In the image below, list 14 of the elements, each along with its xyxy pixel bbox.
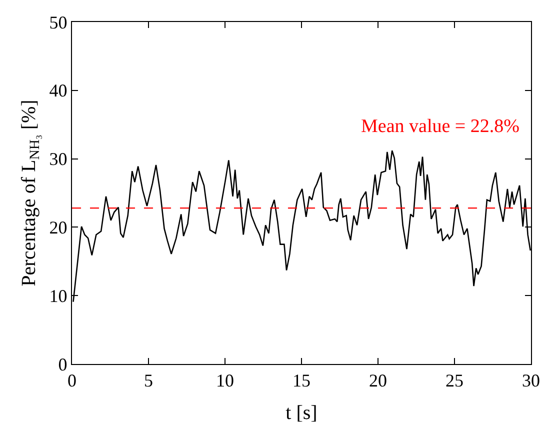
- x-tick-label: 25: [446, 370, 464, 391]
- y-tick-label: 50: [49, 12, 68, 32]
- x-tick-label: 30: [522, 370, 540, 391]
- x-axis-title: t [s]: [286, 402, 318, 424]
- x-tick-label: 20: [369, 370, 387, 391]
- x-tick-label: 15: [292, 370, 310, 391]
- y-tick-label: 0: [58, 354, 68, 374]
- x-tick-label: 10: [216, 370, 234, 391]
- x-tick-label: 5: [144, 370, 153, 391]
- y-tick-label: 20: [49, 218, 68, 238]
- y-tick-label: 40: [49, 80, 68, 101]
- y-tick-label: 10: [49, 286, 68, 306]
- ref-line-label: Mean value = 22.8%: [361, 116, 520, 137]
- y-tick-label: 30: [49, 149, 68, 170]
